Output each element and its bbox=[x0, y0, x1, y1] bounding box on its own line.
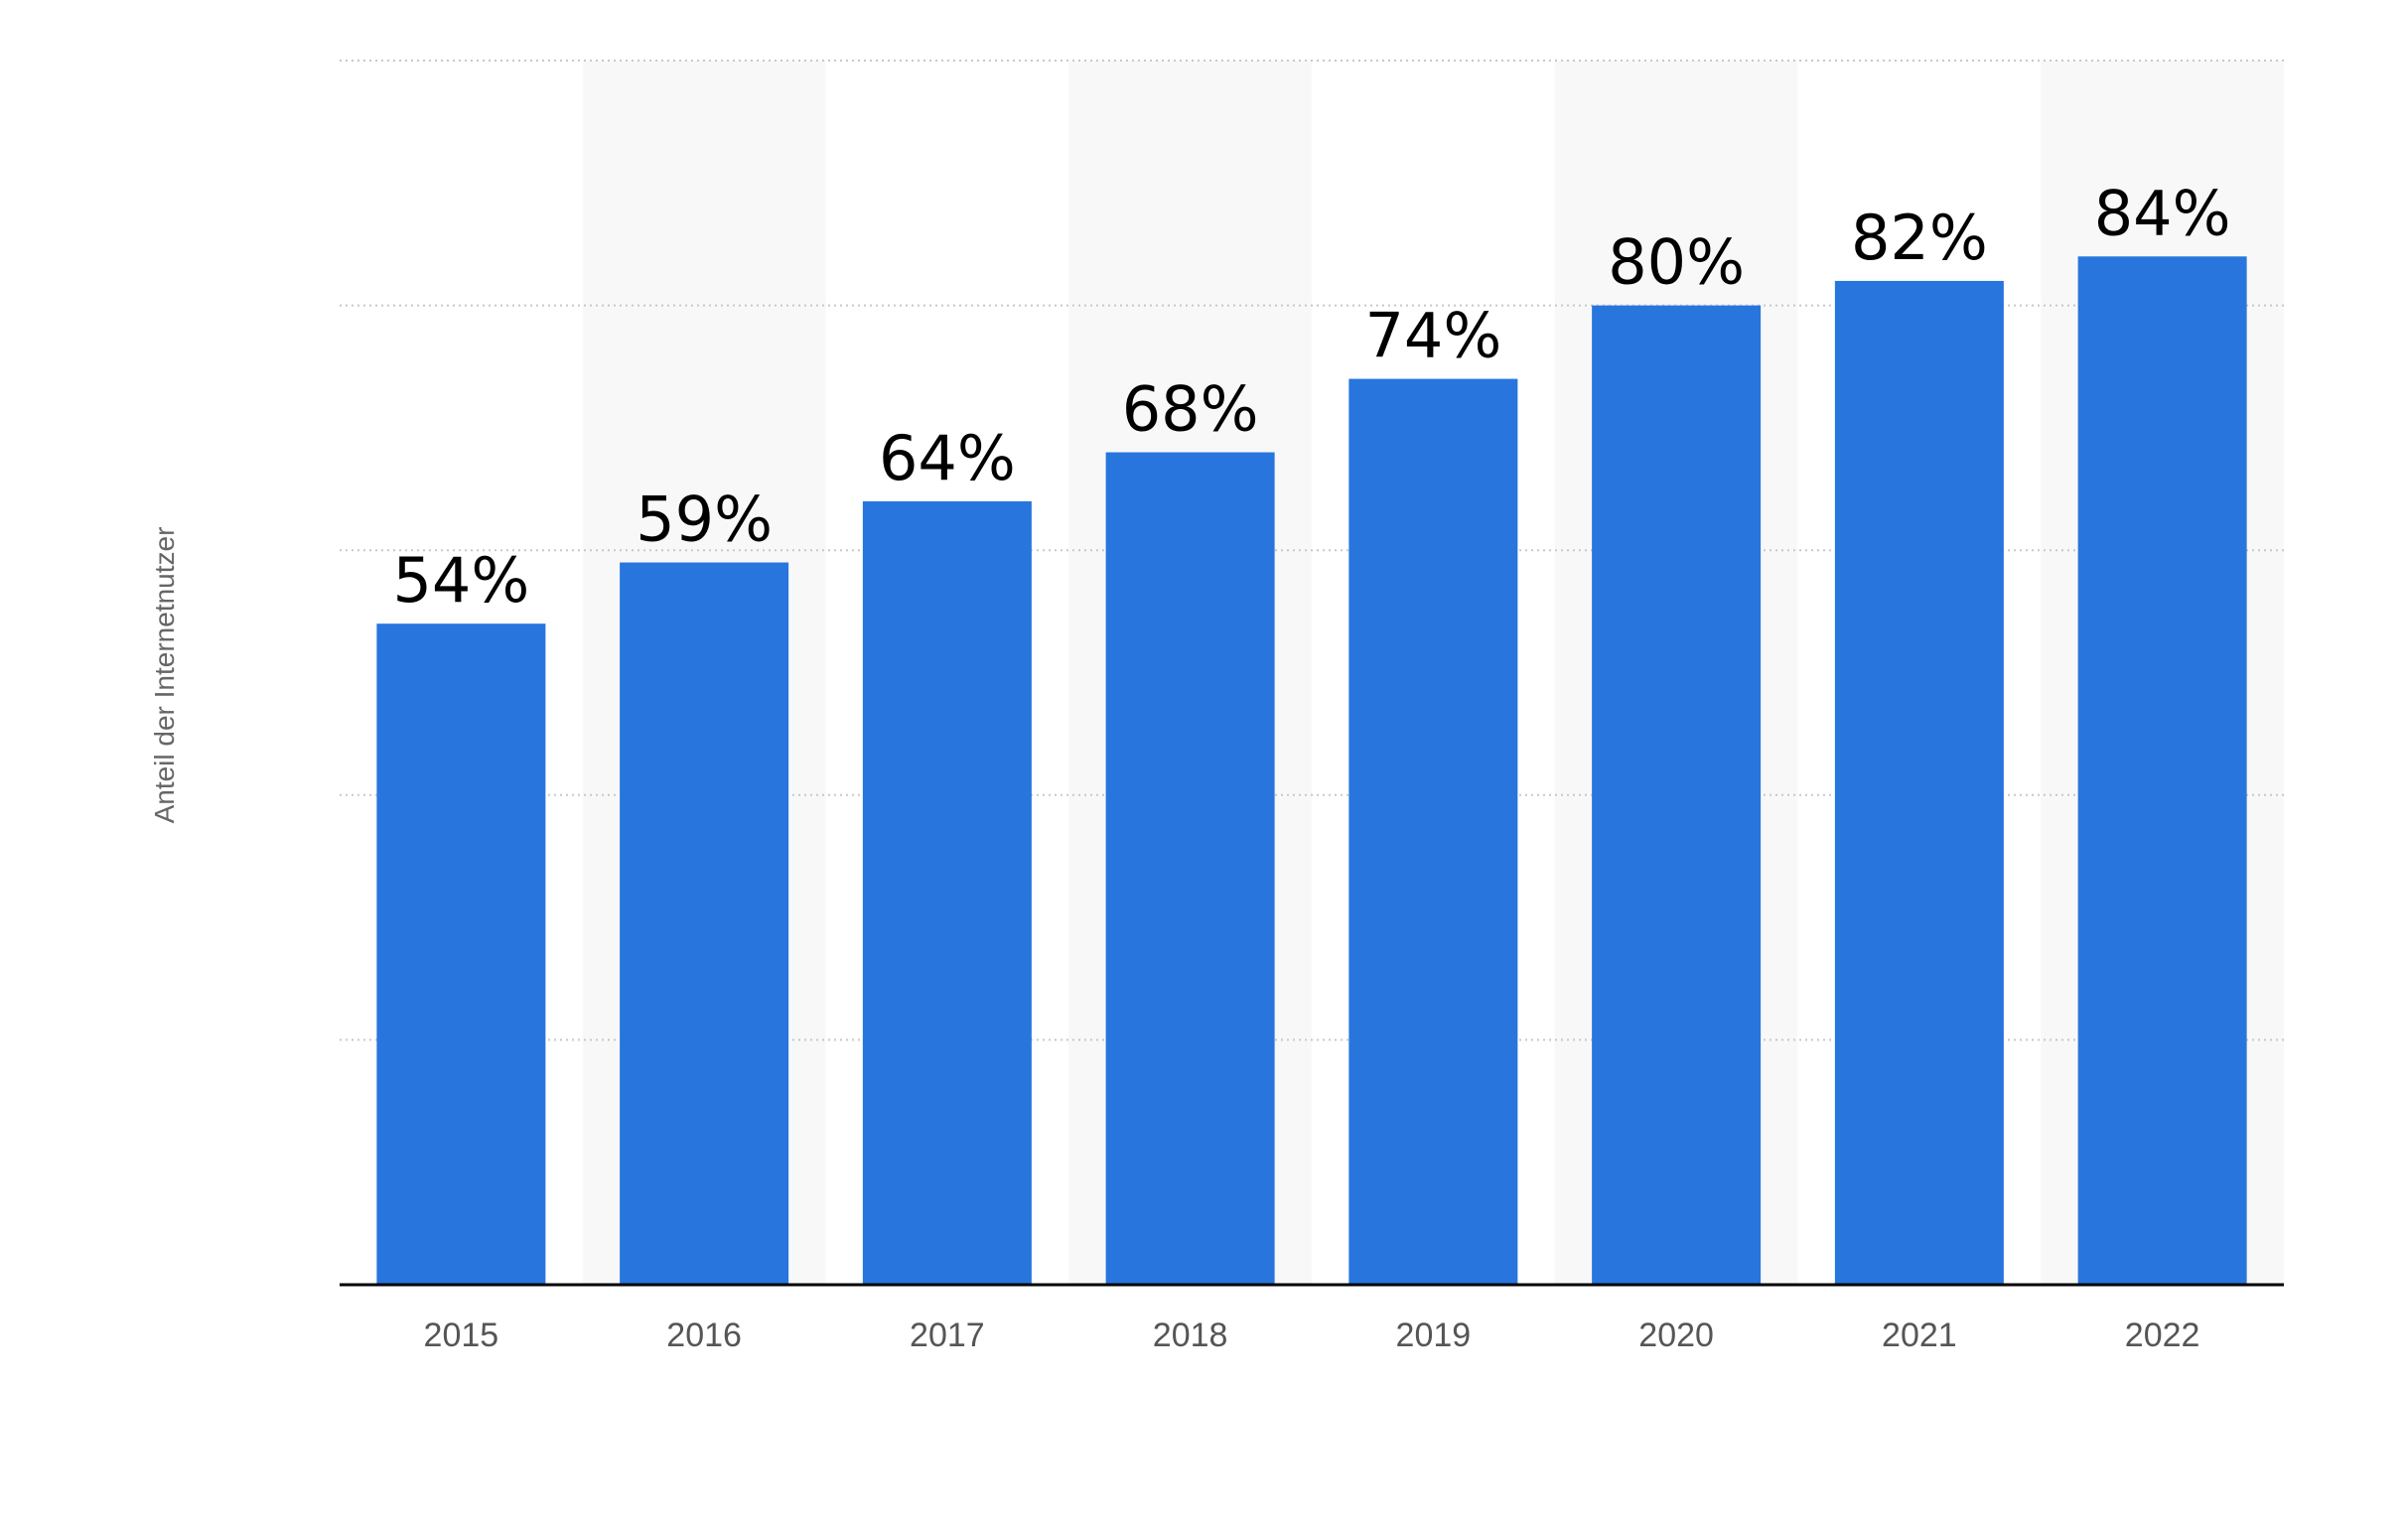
x-tick-label-2020: 2020 bbox=[1638, 1316, 1714, 1354]
data-labels: 54% 59% 64% 68% 74% 80% 82% 84% bbox=[392, 177, 2230, 617]
data-label-2019: 74% bbox=[1364, 300, 1501, 372]
data-label-2018: 68% bbox=[1122, 373, 1259, 446]
bars bbox=[376, 256, 2247, 1286]
data-label-2017: 64% bbox=[879, 422, 1016, 494]
bar-2018 bbox=[1105, 452, 1275, 1285]
x-tick-label-2015: 2015 bbox=[424, 1316, 499, 1354]
bar-2022 bbox=[2077, 256, 2247, 1285]
y-axis-title: Anteil der Internetnutzer bbox=[149, 527, 180, 824]
data-label-2016: 59% bbox=[636, 484, 773, 556]
x-tick-labels: 2015 2016 2017 2018 2019 2020 2021 2022 bbox=[424, 1316, 2200, 1354]
bar-2015 bbox=[376, 623, 546, 1285]
data-label-2022: 84% bbox=[2094, 177, 2231, 249]
bar-2017 bbox=[862, 500, 1032, 1285]
x-tick-label-2016: 2016 bbox=[666, 1316, 742, 1354]
data-label-2021: 82% bbox=[1851, 202, 1988, 274]
x-tick-label-2022: 2022 bbox=[2125, 1316, 2200, 1354]
x-tick-label-2021: 2021 bbox=[1882, 1316, 1957, 1354]
bar-2016 bbox=[620, 562, 789, 1285]
data-label-2015: 54% bbox=[392, 544, 529, 617]
x-tick-label-2019: 2019 bbox=[1396, 1316, 1472, 1354]
bar-2020 bbox=[1592, 305, 1762, 1286]
bar-2019 bbox=[1348, 378, 1518, 1286]
gridlines bbox=[340, 60, 2284, 1041]
bar-2021 bbox=[1834, 280, 2004, 1285]
x-tick-label-2017: 2017 bbox=[910, 1316, 985, 1354]
x-tick-label-2018: 2018 bbox=[1153, 1316, 1228, 1354]
data-label-2020: 80% bbox=[1608, 226, 1745, 299]
